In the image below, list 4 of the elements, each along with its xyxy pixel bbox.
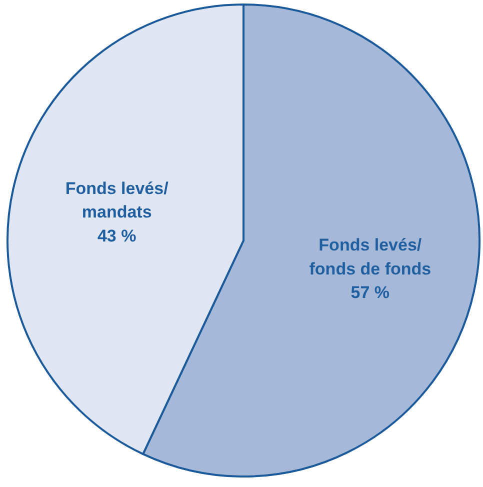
slice-label: Fonds levés/ fonds de fonds (309, 236, 432, 278)
slice-label: Fonds levés/ mandats (65, 178, 169, 222)
data-label: 43 % (97, 226, 136, 246)
data-label: 57 % (350, 283, 390, 302)
